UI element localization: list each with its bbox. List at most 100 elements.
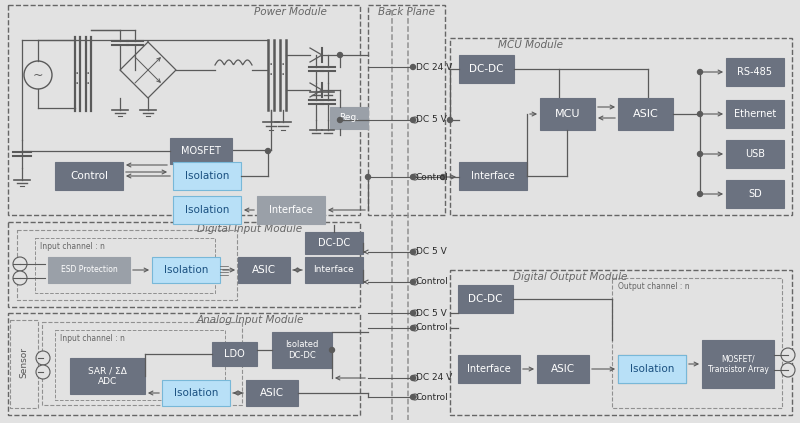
Circle shape	[24, 61, 52, 89]
Text: SD: SD	[748, 189, 762, 199]
Text: Control: Control	[416, 393, 449, 401]
Text: Isolation: Isolation	[185, 205, 229, 215]
Text: Interface: Interface	[314, 266, 354, 275]
Text: MCU Module: MCU Module	[498, 40, 562, 50]
Bar	[8, 222, 360, 307]
Circle shape	[412, 117, 418, 123]
Text: DC-DC: DC-DC	[470, 64, 504, 74]
Text: ~: ~	[33, 69, 43, 82]
Circle shape	[412, 394, 418, 400]
Circle shape	[410, 376, 415, 381]
Bar	[305, 232, 363, 254]
Circle shape	[781, 348, 795, 362]
Text: ·: ·	[75, 67, 79, 81]
Text: Reg.: Reg.	[339, 113, 359, 123]
Text: Isolated
DC-DC: Isolated DC-DC	[286, 340, 318, 360]
Text: Interface: Interface	[471, 171, 515, 181]
Circle shape	[266, 148, 270, 154]
Circle shape	[36, 365, 50, 379]
Text: Control: Control	[416, 324, 449, 332]
Circle shape	[781, 363, 795, 377]
Bar	[212, 342, 257, 366]
Circle shape	[412, 249, 418, 255]
Text: ·: ·	[86, 77, 90, 91]
Bar	[618, 355, 686, 383]
Bar	[8, 313, 360, 415]
Bar	[537, 355, 589, 383]
Bar	[450, 38, 792, 215]
Bar	[618, 98, 673, 130]
Text: ASIC: ASIC	[252, 265, 276, 275]
Circle shape	[338, 118, 342, 123]
Bar	[42, 322, 242, 405]
Circle shape	[410, 326, 415, 330]
Circle shape	[412, 325, 418, 331]
Bar	[10, 320, 38, 408]
Bar	[152, 257, 220, 283]
Bar	[257, 196, 325, 224]
Circle shape	[13, 271, 27, 285]
Text: MOSFET/
Transistor Array: MOSFET/ Transistor Array	[707, 354, 769, 374]
Bar	[458, 355, 520, 383]
Bar	[368, 5, 445, 215]
Text: Control: Control	[416, 277, 449, 286]
Circle shape	[410, 175, 415, 179]
Text: RS-485: RS-485	[738, 67, 773, 77]
Bar	[48, 257, 130, 283]
Bar	[612, 278, 782, 408]
Text: ASIC: ASIC	[260, 388, 284, 398]
Text: Control: Control	[416, 173, 449, 181]
Bar	[459, 55, 514, 83]
Text: Control: Control	[70, 171, 108, 181]
Circle shape	[698, 192, 702, 197]
Circle shape	[36, 351, 50, 365]
Bar	[450, 270, 792, 415]
Circle shape	[13, 257, 27, 271]
Text: Interface: Interface	[269, 205, 313, 215]
Text: Digital Input Module: Digital Input Module	[198, 224, 302, 234]
Text: USB: USB	[745, 149, 765, 159]
Circle shape	[330, 348, 334, 352]
Circle shape	[410, 280, 415, 285]
Bar	[173, 162, 241, 190]
Circle shape	[410, 395, 415, 399]
Text: ·: ·	[86, 67, 90, 81]
Bar	[726, 58, 784, 86]
Text: Ethernet: Ethernet	[734, 109, 776, 119]
Circle shape	[410, 118, 415, 123]
Bar	[726, 180, 784, 208]
Bar	[8, 5, 360, 215]
Circle shape	[338, 52, 342, 58]
Text: DC 5 V: DC 5 V	[416, 247, 446, 256]
Bar	[540, 98, 595, 130]
Text: DC 5 V: DC 5 V	[416, 308, 446, 318]
Bar	[170, 138, 232, 164]
Bar	[35, 238, 215, 293]
Text: Sensor: Sensor	[19, 348, 29, 379]
Text: MOSFET: MOSFET	[181, 146, 221, 156]
Circle shape	[412, 174, 418, 180]
Text: Isolation: Isolation	[174, 388, 218, 398]
Bar	[618, 355, 686, 383]
Text: MCU: MCU	[554, 109, 580, 119]
Text: DC-DC: DC-DC	[318, 238, 350, 248]
Text: LDO: LDO	[224, 349, 245, 359]
Bar	[55, 162, 123, 190]
Text: DC 24 V: DC 24 V	[416, 374, 452, 382]
Bar	[330, 107, 368, 129]
Bar	[702, 340, 774, 388]
Bar	[305, 257, 363, 283]
Bar	[458, 285, 513, 313]
Circle shape	[410, 310, 415, 316]
Circle shape	[441, 175, 446, 179]
Circle shape	[410, 64, 415, 69]
Text: Interface: Interface	[467, 364, 511, 374]
Circle shape	[412, 310, 418, 316]
Bar	[272, 332, 332, 368]
Text: ESD Protection: ESD Protection	[61, 266, 118, 275]
Text: SAR / ΣΔ
ADC: SAR / ΣΔ ADC	[88, 366, 127, 386]
Text: Back Plane: Back Plane	[378, 7, 435, 17]
Circle shape	[698, 69, 702, 74]
Bar	[726, 140, 784, 168]
Text: Output channel : n: Output channel : n	[618, 282, 690, 291]
